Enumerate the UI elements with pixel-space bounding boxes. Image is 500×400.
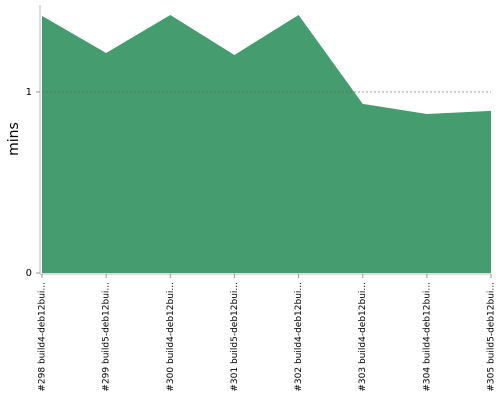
x-tick-label: #304 build4-deb12bui... xyxy=(422,282,432,392)
x-tick-label: #301 build5-deb12bui... xyxy=(230,282,240,392)
x-tick-label: #302 build4-deb12bui... xyxy=(294,282,304,392)
y-tick-label: 0 xyxy=(26,268,32,279)
x-tick-label: #300 build4-deb12bui... xyxy=(166,282,176,392)
x-tick-label: #298 build4-deb12bui... xyxy=(38,282,48,392)
area xyxy=(42,14,491,273)
x-tick-label: #303 build4-deb12bui... xyxy=(358,282,368,392)
x-tick-label: #305 build5-deb12bui... xyxy=(487,282,497,392)
y-axis-label: mins xyxy=(6,122,22,156)
y-tick-label: 1 xyxy=(26,87,32,98)
x-tick-label: #299 build5-deb12bui... xyxy=(102,282,112,392)
